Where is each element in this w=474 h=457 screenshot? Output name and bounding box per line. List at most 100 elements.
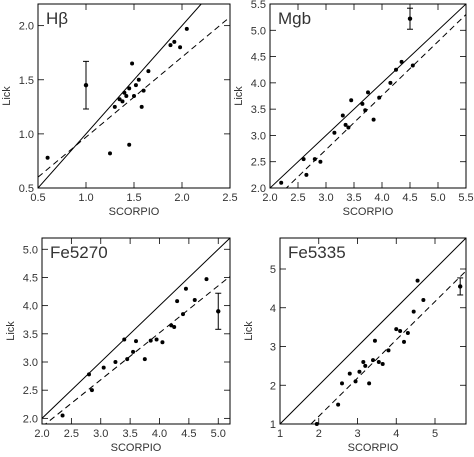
data-point xyxy=(371,117,376,122)
data-point xyxy=(112,104,117,109)
data-point xyxy=(101,365,106,370)
data-point xyxy=(349,98,354,103)
data-point xyxy=(363,363,368,368)
x-tick-label: 5.5 xyxy=(458,192,473,204)
y-tick-label: 4.0 xyxy=(23,301,38,313)
data-point xyxy=(421,298,426,302)
x-tick-label: 3.0 xyxy=(93,428,108,440)
x-tick-label: 2.5 xyxy=(290,192,305,204)
x-axis-label: SCORPIO xyxy=(111,442,162,454)
y-tick-label: 4.0 xyxy=(251,78,266,90)
x-tick-label: 2.5 xyxy=(64,428,79,440)
data-point xyxy=(347,371,352,376)
data-point xyxy=(340,381,344,386)
y-tick-label: 3.5 xyxy=(251,104,266,116)
data-point xyxy=(405,330,410,335)
one-to-one-line xyxy=(270,4,466,188)
x-axis-label: SCORPIO xyxy=(348,442,399,454)
y-tick-label: 3.0 xyxy=(23,357,38,369)
data-point xyxy=(127,86,132,91)
error-bar-point xyxy=(216,309,221,314)
x-tick-label: 2.0 xyxy=(174,192,189,204)
x-tick-label: 2.5 xyxy=(222,192,237,204)
y-axis-label: Lick xyxy=(5,321,17,341)
y-axis-label: Lick xyxy=(233,86,245,106)
error-bar-point xyxy=(83,82,89,88)
data-point xyxy=(340,113,345,118)
data-point xyxy=(353,379,358,384)
panel-hbeta: 0.5 1.0 1.5 2.0 2.5 0.5 1.0 1.5 2.0 Hβ SCORPIO Lick xyxy=(1,3,238,218)
x-axis-label: SCORPIO xyxy=(109,206,160,218)
fit-line xyxy=(310,270,466,424)
data-point xyxy=(134,339,138,344)
x-tick-label: 3.5 xyxy=(122,428,137,440)
x-tick-label: 5.0 xyxy=(211,428,226,440)
x-tick-label: 1.0 xyxy=(78,192,93,204)
data-point xyxy=(122,337,127,342)
panel-title: Fe5270 xyxy=(50,243,108,262)
data-point xyxy=(357,369,362,374)
x-tick-label: 4.0 xyxy=(374,192,389,204)
data-point xyxy=(142,357,147,362)
fit-line xyxy=(285,14,466,188)
data-point xyxy=(415,278,420,283)
y-tick-label: 2.0 xyxy=(19,21,34,33)
data-point xyxy=(366,90,370,95)
x-tick-label: 3 xyxy=(354,428,360,440)
x-tick-label: 1 xyxy=(277,428,283,440)
data-point xyxy=(178,45,183,50)
y-tick-label: 5.5 xyxy=(251,0,266,11)
data-point xyxy=(386,348,391,353)
x-tick-label: 5 xyxy=(432,428,438,440)
data-point xyxy=(394,327,399,332)
y-tick-label: 5 xyxy=(270,264,276,276)
y-tick-label: 1.5 xyxy=(19,75,34,87)
data-point xyxy=(410,63,415,68)
data-point xyxy=(361,360,366,364)
x-tick-label: 3.5 xyxy=(346,192,361,204)
x-tick-label: 2 xyxy=(316,428,322,440)
x-tick-label: 3.0 xyxy=(318,192,333,204)
y-tick-label: 2.5 xyxy=(251,157,266,169)
data-point xyxy=(394,67,398,72)
x-tick-label: 4.0 xyxy=(152,428,167,440)
data-point xyxy=(336,402,341,407)
y-tick-label: 5.0 xyxy=(23,244,38,256)
data-point xyxy=(367,381,372,386)
x-tick-label: 1.5 xyxy=(126,192,141,204)
data-point xyxy=(127,142,132,147)
data-point xyxy=(398,329,403,333)
y-tick-label: 2 xyxy=(270,380,276,392)
data-point xyxy=(402,339,406,344)
data-point xyxy=(141,88,146,93)
panel-title: Fe5335 xyxy=(288,243,346,262)
plot-frame xyxy=(279,237,467,425)
x-tick-label: 4.5 xyxy=(402,192,417,204)
data-point xyxy=(332,130,337,135)
data-point xyxy=(343,122,348,127)
one-to-one-line xyxy=(38,4,202,188)
data-point xyxy=(388,80,393,85)
data-point xyxy=(380,361,385,366)
data-point xyxy=(60,413,65,418)
data-point xyxy=(168,43,173,48)
panel-title: Hβ xyxy=(46,9,68,28)
data-point xyxy=(372,338,377,343)
x-axis-label: SCORPIO xyxy=(343,206,394,218)
fit-line xyxy=(44,275,230,424)
panel-mgb: 2.0 2.5 3.0 3.5 4.0 4.5 5.0 5.5 2.0 2.5 3.0 3.5 4.0 4… xyxy=(233,0,474,218)
data-point xyxy=(45,155,50,160)
data-point xyxy=(399,59,404,64)
data-point xyxy=(89,388,94,393)
data-point xyxy=(160,340,165,345)
data-point xyxy=(132,94,136,98)
y-tick-label: 1.0 xyxy=(19,129,34,141)
panel-fe5270: 2.0 2.5 3.0 3.5 4.0 4.5 5.0 2.0 2.5 3.0 3.5 4.0 4.5 5… xyxy=(5,237,231,454)
x-tick-label: 2.0 xyxy=(34,428,49,440)
data-point xyxy=(377,95,382,100)
data-point xyxy=(411,309,416,314)
x-tick-label: 4 xyxy=(393,428,399,440)
x-tick-label: 2.0 xyxy=(262,192,277,204)
y-tick-label: 1 xyxy=(270,419,276,431)
y-tick-label: 2.0 xyxy=(251,183,266,195)
